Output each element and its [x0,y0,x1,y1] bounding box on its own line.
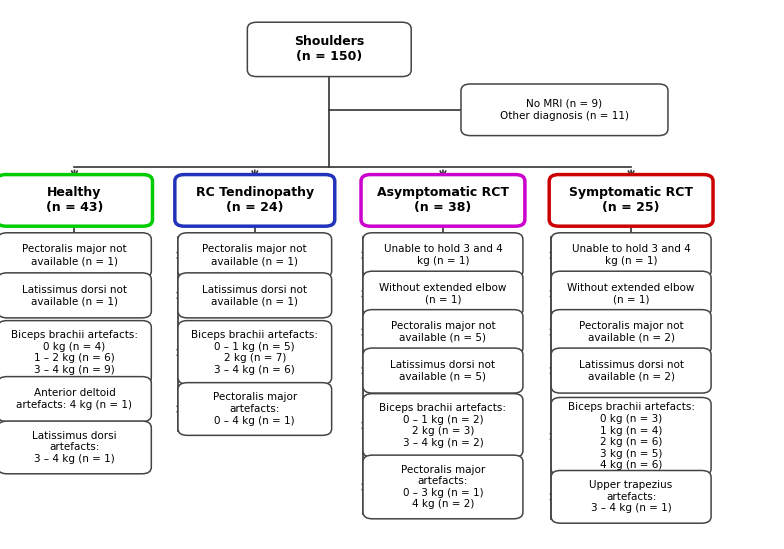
Text: Anterior deltoid
artefacts: 4 kg (n = 1): Anterior deltoid artefacts: 4 kg (n = 1) [16,388,132,410]
FancyBboxPatch shape [363,455,523,519]
Text: Pectoralis major not
available (n = 1): Pectoralis major not available (n = 1) [22,244,127,266]
FancyBboxPatch shape [551,397,711,475]
FancyBboxPatch shape [0,175,152,226]
Text: Pectoralis major not
available (n = 1): Pectoralis major not available (n = 1) [202,244,307,266]
FancyBboxPatch shape [363,310,523,355]
Text: RC Tendinopathy
(n = 24): RC Tendinopathy (n = 24) [196,186,314,215]
Text: Healthy
(n = 43): Healthy (n = 43) [45,186,103,215]
Text: Symptomatic RCT
(n = 25): Symptomatic RCT (n = 25) [569,186,693,215]
Text: Pectoralis major
artefacts:
0 – 4 kg (n = 1): Pectoralis major artefacts: 0 – 4 kg (n … [212,393,297,425]
FancyBboxPatch shape [551,310,711,355]
FancyBboxPatch shape [551,470,711,523]
FancyBboxPatch shape [549,175,713,226]
Text: Latissimus dorsi
artefacts:
3 – 4 kg (n = 1): Latissimus dorsi artefacts: 3 – 4 kg (n … [32,431,117,464]
FancyBboxPatch shape [551,271,711,316]
Text: Biceps brachii artefacts:
0 – 1 kg (n = 5)
2 kg (n = 7)
3 – 4 kg (n = 6): Biceps brachii artefacts: 0 – 1 kg (n = … [191,330,318,375]
Text: No MRI (n = 9)
Other diagnosis (n = 11): No MRI (n = 9) Other diagnosis (n = 11) [500,99,629,121]
Text: Pectoralis major
artefacts:
0 – 3 kg (n = 1)
4 kg (n = 2): Pectoralis major artefacts: 0 – 3 kg (n … [401,464,485,509]
Text: Pectoralis major not
available (n = 5): Pectoralis major not available (n = 5) [390,321,495,343]
FancyBboxPatch shape [363,271,523,316]
Text: Latissimus dorsi not
available (n = 1): Latissimus dorsi not available (n = 1) [202,284,307,306]
Text: Pectoralis major not
available (n = 2): Pectoralis major not available (n = 2) [579,321,684,343]
FancyBboxPatch shape [363,348,523,393]
Text: Latissimus dorsi not
available (n = 5): Latissimus dorsi not available (n = 5) [390,360,495,382]
Text: Biceps brachii artefacts:
0 kg (n = 4)
1 – 2 kg (n = 6)
3 – 4 kg (n = 9): Biceps brachii artefacts: 0 kg (n = 4) 1… [11,330,138,375]
FancyBboxPatch shape [551,233,711,278]
Text: Without extended elbow
(n = 1): Without extended elbow (n = 1) [568,283,695,305]
FancyBboxPatch shape [0,421,151,474]
FancyBboxPatch shape [361,175,524,226]
FancyBboxPatch shape [0,233,151,278]
FancyBboxPatch shape [178,273,332,318]
FancyBboxPatch shape [363,394,523,457]
Text: Shoulders
(n = 150): Shoulders (n = 150) [294,35,365,64]
FancyBboxPatch shape [0,273,151,318]
FancyBboxPatch shape [175,175,335,226]
FancyBboxPatch shape [0,321,151,384]
FancyBboxPatch shape [178,321,332,384]
FancyBboxPatch shape [551,348,711,393]
Text: Upper trapezius
artefacts:
3 – 4 kg (n = 1): Upper trapezius artefacts: 3 – 4 kg (n =… [590,480,673,513]
Text: Asymptomatic RCT
(n = 38): Asymptomatic RCT (n = 38) [377,186,509,215]
Text: Without extended elbow
(n = 1): Without extended elbow (n = 1) [379,283,506,305]
FancyBboxPatch shape [0,377,151,422]
Text: Latissimus dorsi not
available (n = 2): Latissimus dorsi not available (n = 2) [579,360,684,382]
FancyBboxPatch shape [363,233,523,278]
Text: Biceps brachii artefacts:
0 kg (n = 3)
1 kg (n = 4)
2 kg (n = 6)
3 kg (n = 5)
4 : Biceps brachii artefacts: 0 kg (n = 3) 1… [568,402,695,470]
FancyBboxPatch shape [178,383,332,435]
FancyBboxPatch shape [248,23,411,76]
FancyBboxPatch shape [178,233,332,278]
Text: Unable to hold 3 and 4
kg (n = 1): Unable to hold 3 and 4 kg (n = 1) [383,244,503,266]
Text: Latissimus dorsi not
available (n = 1): Latissimus dorsi not available (n = 1) [22,284,127,306]
FancyBboxPatch shape [461,84,668,136]
Text: Unable to hold 3 and 4
kg (n = 1): Unable to hold 3 and 4 kg (n = 1) [572,244,691,266]
Text: Biceps brachii artefacts:
0 – 1 kg (n = 2)
2 kg (n = 3)
3 – 4 kg (n = 2): Biceps brachii artefacts: 0 – 1 kg (n = … [379,403,506,448]
